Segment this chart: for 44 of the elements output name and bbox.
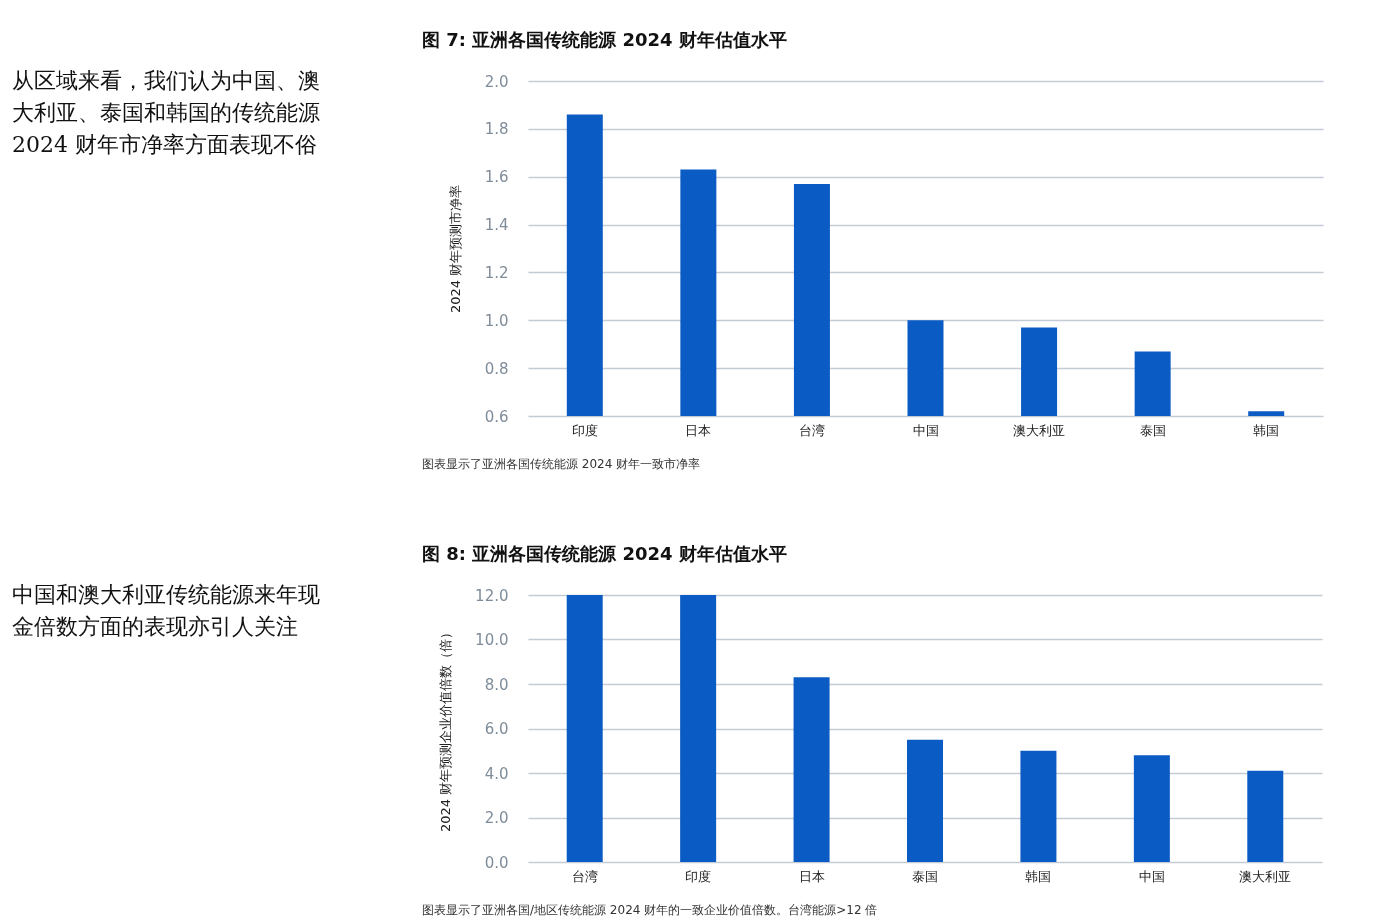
y-tick-label: 6.0 — [484, 720, 509, 738]
text: 图表显示了亚洲各国传统能源 2024 财年一致市净率 — [422, 457, 701, 471]
bar — [793, 677, 830, 862]
bar — [680, 595, 717, 862]
chart-title: 图 8: 亚洲各国传统能源 2024 财年估值水平 — [422, 543, 787, 564]
y-tick-label: 10.0 — [475, 631, 509, 649]
y-tick-label: 1.4 — [484, 216, 509, 235]
y-tick-label: 0.0 — [484, 853, 509, 872]
y-tick-label: 8.0 — [484, 675, 509, 694]
x-tick-label: 韩国 — [1025, 868, 1052, 884]
y-tick-label: 0.6 — [484, 407, 509, 426]
x-tick-label: 印度 — [571, 422, 598, 438]
y-tick-label: 0.8 — [484, 359, 509, 378]
text: 中国和澳大利亚传统能源来年现金倍数方面的表现亦引人关注 — [12, 582, 320, 639]
y-tick-label: 1.8 — [484, 120, 509, 139]
bar — [907, 739, 943, 862]
bar — [1020, 750, 1057, 862]
x-tick-label: 泰国 — [912, 868, 938, 884]
x-tick-label: 印度 — [685, 868, 712, 884]
x-tick-label: 日本 — [685, 422, 712, 438]
bar — [566, 595, 603, 862]
y-axis-title: 2024 财年预测企业价值倍数（倍） — [438, 625, 454, 833]
x-tick-label: 泰国 — [1139, 422, 1166, 438]
y-axis-title: 2024 财年预测市净率 — [447, 184, 463, 314]
bar — [1133, 755, 1170, 862]
x-tick-label: 中国 — [912, 422, 939, 438]
y-tick-label: 1.0 — [484, 311, 509, 330]
x-tick-label: 澳大利亚 — [1013, 422, 1066, 438]
y-tick-label: 2.0 — [484, 809, 509, 827]
x-tick-label: 韩国 — [1253, 422, 1280, 438]
x-tick-label: 台湾 — [571, 868, 598, 884]
x-tick-label: 中国 — [1138, 868, 1165, 884]
text: 从区域来看，我们认为中国、澳大利亚、泰国和韩国的传统能源2024 财年市净率方面表现不俗 — [12, 68, 320, 157]
y-tick-label: 1.6 — [484, 168, 509, 187]
y-tick-label: 2.0 — [484, 72, 509, 91]
bar — [1247, 770, 1284, 862]
y-tick-label: 4.0 — [484, 764, 509, 783]
y-tick-label: 12.0 — [475, 586, 509, 605]
chart-title: 图 7: 亚洲各国传统能源 2024 财年估值水平 — [422, 29, 787, 50]
x-tick-label: 台湾 — [798, 422, 825, 438]
y-tick-label: 1.2 — [484, 263, 509, 282]
x-tick-label: 日本 — [798, 868, 825, 884]
x-tick-label: 澳大利亚 — [1239, 868, 1292, 884]
text: 图表显示了亚洲各国/地区传统能源 2024 财年的一致企业价值倍数。台湾能源>12 倍 — [422, 903, 878, 917]
